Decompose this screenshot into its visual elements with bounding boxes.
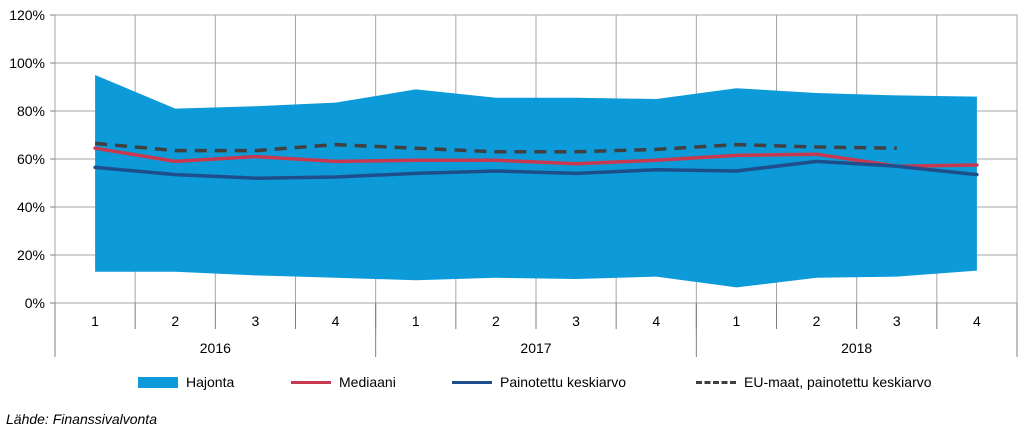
legend-label-painotettu: Painotettu keskiarvo <box>500 374 627 390</box>
legend-swatch-painotettu <box>452 380 492 384</box>
x-tick-label: 1 <box>91 313 99 329</box>
x-tick-label: 2 <box>171 313 179 329</box>
x-group-label: 2017 <box>520 340 551 356</box>
x-tick-label: 4 <box>652 313 660 329</box>
legend-item-mediaani: Mediaani <box>291 372 396 392</box>
y-tick-label: 0% <box>25 295 45 311</box>
series-eu-maat-painotettu-keskiarvo-line <box>94 141 897 154</box>
x-tick-label: 2 <box>813 313 821 329</box>
legend-label-eu: EU-maat, painotettu keskiarvo <box>744 374 932 390</box>
y-tick-label: 100% <box>9 55 45 71</box>
series-painotettu-keskiarvo-line <box>93 159 979 180</box>
x-tick-label: 4 <box>973 313 981 329</box>
x-tick-label: 3 <box>893 313 901 329</box>
series-mediaani-line <box>93 146 979 168</box>
y-tick-label: 40% <box>17 199 45 215</box>
y-tick-label: 20% <box>17 247 45 263</box>
legend-swatch-mediaani <box>291 380 331 384</box>
x-tick-label: 1 <box>412 313 420 329</box>
y-tick-label: 80% <box>17 103 45 119</box>
x-tick-label: 3 <box>572 313 580 329</box>
x-group-label: 2018 <box>841 340 872 356</box>
x-tick-label: 1 <box>733 313 741 329</box>
legend-label-hajonta: Hajonta <box>186 374 235 390</box>
legend: Hajonta Mediaani Painotettu keskiarvo EU… <box>0 372 1024 392</box>
legend-label-mediaani: Mediaani <box>339 374 396 390</box>
series-hajonta-area <box>95 75 977 288</box>
y-tick-label: 60% <box>17 151 45 167</box>
x-group-label: 2016 <box>200 340 231 356</box>
legend-item-painotettu: Painotettu keskiarvo <box>452 372 626 392</box>
source-note: Lähde: Finanssivalvonta <box>6 411 157 427</box>
y-tick-label: 120% <box>9 7 45 23</box>
x-tick-label: 2 <box>492 313 500 329</box>
legend-item-hajonta: Hajonta <box>138 372 234 392</box>
legend-item-eu: EU-maat, painotettu keskiarvo <box>696 372 932 392</box>
legend-swatch-hajonta <box>138 376 178 388</box>
x-tick-label: 3 <box>252 313 260 329</box>
chart-canvas: 0% 20% 40% 60% 80% 100% 120% 1 2 3 4 1 2 3 4 1 2 3 4 2016 20… <box>9 7 1018 357</box>
legend-swatch-eu <box>696 380 736 384</box>
x-tick-label: 4 <box>332 313 340 329</box>
